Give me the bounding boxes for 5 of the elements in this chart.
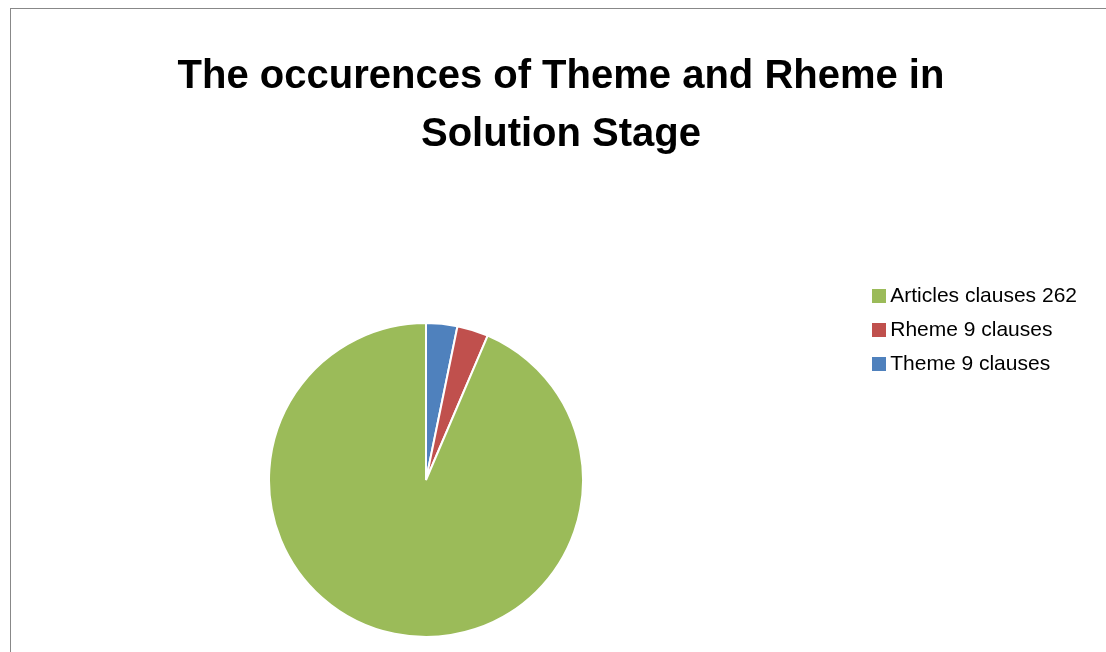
legend-label: Theme 9 clauses — [890, 351, 1051, 374]
legend-label: Rheme 9 clauses — [890, 317, 1053, 340]
legend-label: Articles clauses 262 — [890, 283, 1077, 306]
chart-title: The occurences of Theme and Rheme in Solution Stage — [176, 51, 946, 156]
pie-slice — [268, 322, 584, 638]
